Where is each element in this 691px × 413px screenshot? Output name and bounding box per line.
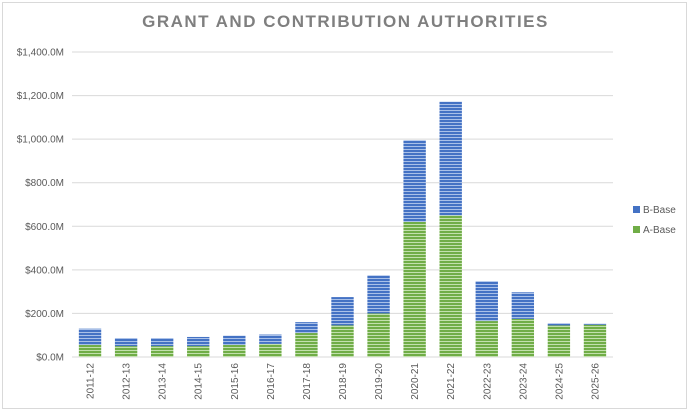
bar-a-base-2022-23 [475,321,498,357]
bar-a-base-2021-22 [439,215,462,357]
bar-a-base-2018-19 [331,325,354,357]
x-tick-label: 2011-12 [86,363,97,399]
bar-b-base-2018-19 [331,297,354,326]
x-tick-label: 2024-25 [554,363,565,400]
x-tick-label: 2015-16 [230,363,241,400]
x-tick-label: 2020-21 [410,363,421,400]
bar-b-base-2013-14 [150,338,174,347]
x-tick-label: 2022-23 [482,363,493,400]
y-tick-label: $1,000.0M [17,135,64,146]
legend: B-Base A-Base [633,205,676,236]
bar-b-base-2025-26 [583,323,607,325]
bar-a-base-2015-16 [223,345,246,357]
y-tick-label: $1,400.0M [17,48,64,59]
y-tick-label: $0.0M [36,353,64,364]
x-tick-label: 2012-13 [122,363,133,400]
legend-label-b-base: B-Base [643,205,676,216]
y-tick-label: $400.0M [25,265,64,276]
y-tick-label: $200.0M [25,309,64,320]
y-tick-label: $600.0M [25,222,64,233]
x-axis-ticks: 2011-12 2012-13 2013-14 2014-15 2015-16 2016-… [86,363,602,400]
x-tick-label: 2019-20 [374,363,385,400]
bar-b-base-2019-20 [367,275,390,314]
y-tick-label: $1,200.0M [17,91,64,102]
legend-swatch-b-base [633,206,640,213]
x-tick-label: 2018-19 [338,363,349,400]
x-tick-label: 2017-18 [302,363,313,400]
bar-a-base-2016-17 [259,343,282,357]
bar-b-base-2024-25 [547,323,571,326]
bar-a-base-2011-12 [78,345,102,357]
legend-label-a-base: A-Base [643,225,676,236]
bar-b-base-2021-22 [439,101,462,216]
x-tick-label: 2023-24 [518,363,529,400]
bar-b-base-2020-21 [403,140,426,222]
x-tick-label: 2016-17 [266,363,277,400]
bar-b-base-2011-12 [78,328,102,346]
bar-a-base-2012-13 [114,346,138,357]
bar-b-base-2017-18 [295,322,318,334]
legend-swatch-a-base [633,226,640,233]
bar-a-base-2013-14 [150,346,174,357]
x-tick-label: 2025-26 [590,363,601,400]
chart-title: GRANT AND CONTRIBUTION AUTHORITIES [142,12,549,31]
bar-b-base-2015-16 [223,335,246,346]
y-tick-label: $800.0M [25,178,64,189]
x-tick-label: 2013-14 [158,363,169,400]
bars [78,101,607,357]
gridlines [72,51,613,358]
bar-a-base-2019-20 [367,313,390,357]
x-tick-label: 2014-15 [194,363,205,400]
bar-a-base-2014-15 [187,346,210,357]
bar-a-base-2025-26 [583,324,607,357]
bar-b-base-2022-23 [475,281,498,322]
x-tick-label: 2021-22 [446,363,457,400]
bar-a-base-2024-25 [547,325,571,357]
bar-b-base-2023-24 [511,292,535,319]
bar-a-base-2020-21 [403,221,426,357]
bar-b-base-2012-13 [114,338,138,347]
bar-a-base-2017-18 [295,333,318,357]
bar-b-base-2014-15 [187,336,210,347]
bar-b-base-2016-17 [259,334,282,344]
y-axis-ticks: $0.0M $200.0M $400.0M $600.0M $800.0M $1,000.… [17,48,64,364]
bar-a-base-2023-24 [511,318,535,357]
